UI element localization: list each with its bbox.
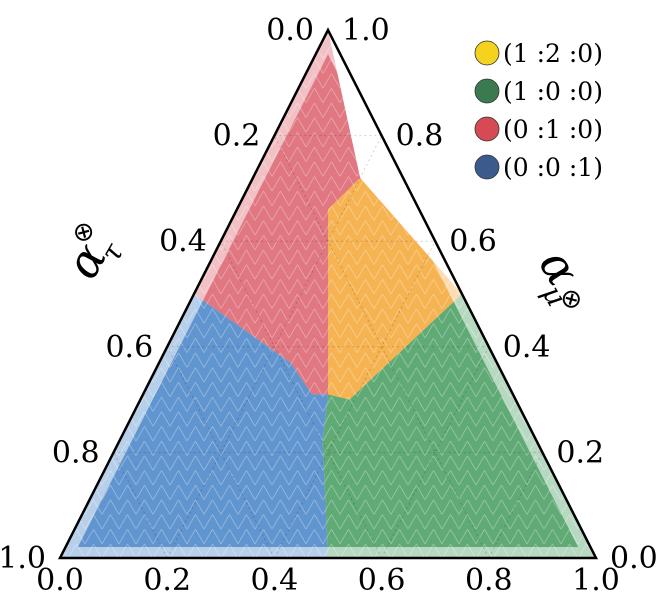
left-tick-label: 0.0 [266, 13, 314, 48]
left-tick-label: 0.2 [213, 119, 261, 154]
left-tick-label: 1.0 [0, 541, 46, 576]
bottom-tick-label: 0.0 [36, 563, 84, 598]
legend-swatch [474, 154, 500, 180]
legend-swatch [474, 116, 500, 142]
right-tick-label: 0.4 [503, 330, 551, 365]
left-tick-label: 0.8 [52, 435, 100, 470]
bottom-tick-label: 0.8 [465, 563, 513, 598]
left-axis-ticks: 1.0 0.8 0.6 0.4 0.2 0.0 [0, 13, 314, 576]
legend-label: (0 :0 :1) [503, 153, 603, 182]
right-tick-label: 1.0 [342, 13, 390, 48]
triangle-frame [57, 27, 599, 560]
left-tick-label: 0.4 [159, 224, 207, 259]
right-tick-label: 0.6 [449, 224, 497, 259]
legend-swatch [474, 78, 500, 104]
gridline [273, 240, 436, 558]
bottom-axis-ticks: 0.0 0.2 0.4 0.6 0.8 1.0 [36, 563, 620, 598]
legend-label: (1 :2 :0) [503, 39, 603, 68]
gridline [220, 240, 383, 558]
right-tick-label: 0.2 [556, 435, 604, 470]
bottom-tick-label: 0.2 [143, 563, 191, 598]
left-tick-label: 0.6 [105, 330, 153, 365]
left-axis-label: α τ ⊗ [55, 215, 131, 287]
legend-swatch [474, 40, 500, 66]
bottom-tick-label: 0.6 [358, 563, 406, 598]
bottom-tick-label: 1.0 [572, 563, 620, 598]
right-tick-label: 0.8 [396, 119, 444, 154]
right-axis-label: α μ ⊗ [528, 241, 590, 317]
right-tick-label: 0.0 [610, 541, 656, 576]
gridline [273, 135, 490, 558]
bottom-tick-label: 0.4 [251, 563, 299, 598]
legend-label: (1 :0 :0) [503, 77, 603, 106]
legend-label: (0 :1 :0) [503, 115, 603, 144]
grid-overlay [60, 30, 596, 558]
gridline [166, 135, 383, 558]
right-axis-ticks: 0.0 0.2 0.4 0.6 0.8 1.0 [342, 13, 656, 576]
legend: (1 :2 :0) (1 :0 :0) (0 :1 :0) (0 :0 :1) [474, 39, 603, 182]
mesh-overlay [60, 30, 596, 558]
